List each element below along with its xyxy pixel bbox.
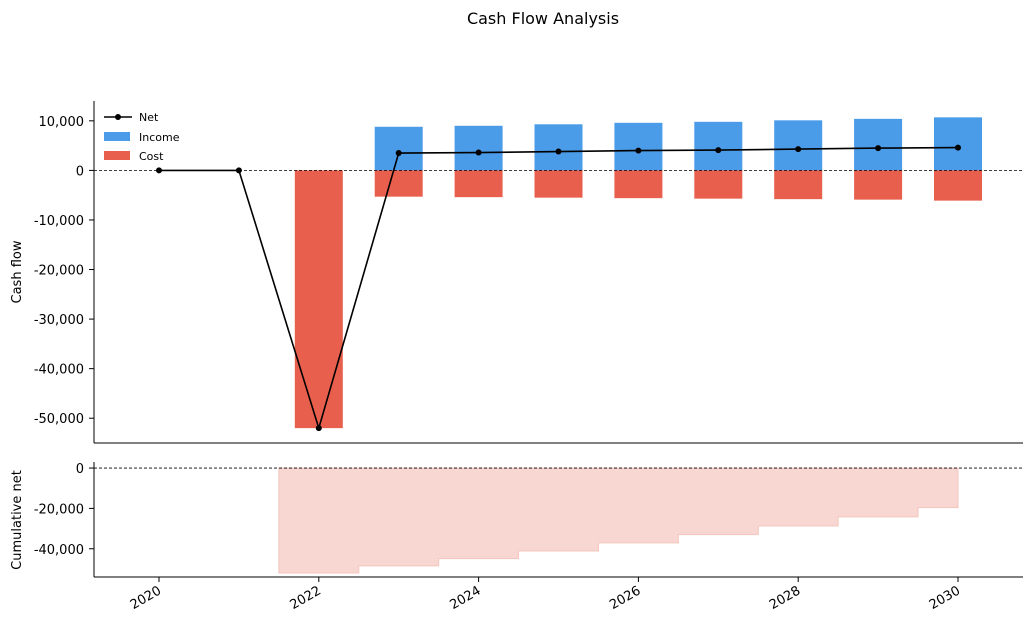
y-tick-label: -20,000: [34, 264, 84, 279]
x-tick-label: 2026: [607, 583, 643, 613]
net-point: [795, 146, 802, 153]
cost-bar: [934, 170, 982, 201]
top-panel: 10,000 0 -10,000 -20,000 -30,000 -40,000 -50,0…: [10, 101, 1023, 444]
net-point: [875, 145, 882, 152]
cost-bar: [454, 170, 503, 198]
bottom-panel: 0 -20,000 -40,000 2020 2022 2024 2026 2028 2030…: [10, 462, 1023, 613]
x-tick-label: 2020: [128, 583, 164, 613]
y-tick-label: -40,000: [34, 363, 84, 378]
legend: Net Income Cost: [104, 111, 180, 163]
cost-bar: [614, 170, 663, 199]
net-point: [955, 144, 961, 151]
cost-bar: [854, 170, 903, 200]
net-point: [395, 150, 402, 157]
cost-bar: [694, 170, 743, 199]
y-tick-label: -40,000: [34, 543, 84, 558]
legend-swatch-income: [104, 132, 130, 141]
income-bar: [534, 124, 583, 171]
income-bar: [614, 122, 663, 171]
chart-title: Cash Flow Analysis: [467, 9, 619, 28]
income-bar: [774, 120, 823, 171]
legend-label-income: Income: [139, 131, 180, 144]
income-bar: [454, 125, 503, 171]
cost-bar: [774, 170, 823, 200]
income-bar: [934, 117, 982, 171]
y-tick-label: -10,000: [34, 214, 84, 229]
cumulative-area: [278, 467, 959, 574]
y-tick-label: -20,000: [34, 502, 84, 517]
net-point: [715, 147, 722, 154]
bottom-y-axis-label: Cumulative net: [10, 470, 25, 570]
net-point: [235, 167, 242, 174]
y-tick-label: 10,000: [39, 115, 85, 130]
net-point: [315, 425, 322, 432]
legend-label-net: Net: [139, 111, 159, 124]
legend-item-net: Net: [104, 111, 159, 124]
cost-bar: [534, 170, 583, 198]
cost-bar: [294, 170, 343, 429]
x-tick-label: 2022: [288, 583, 324, 613]
income-bar: [374, 126, 423, 171]
y-tick-label: -30,000: [34, 313, 84, 328]
net-point: [156, 167, 162, 174]
legend-label-cost: Cost: [139, 150, 164, 163]
net-point: [635, 147, 642, 154]
income-bar: [854, 118, 903, 171]
net-point: [555, 148, 562, 155]
x-tick-label: 2030: [927, 583, 963, 613]
top-y-axis-label: Cash flow: [10, 240, 25, 303]
x-tick-label: 2024: [447, 583, 483, 613]
cost-bar: [374, 170, 423, 197]
income-bar: [694, 121, 743, 171]
legend-item-income: Income: [104, 131, 180, 144]
net-point: [475, 149, 482, 156]
legend-item-cost: Cost: [104, 150, 164, 163]
y-tick-label: 0: [76, 462, 84, 477]
legend-swatch-cost: [104, 151, 130, 160]
y-tick-label: 0: [76, 164, 84, 179]
x-tick-label: 2028: [767, 583, 803, 613]
y-tick-label: -50,000: [34, 412, 84, 427]
